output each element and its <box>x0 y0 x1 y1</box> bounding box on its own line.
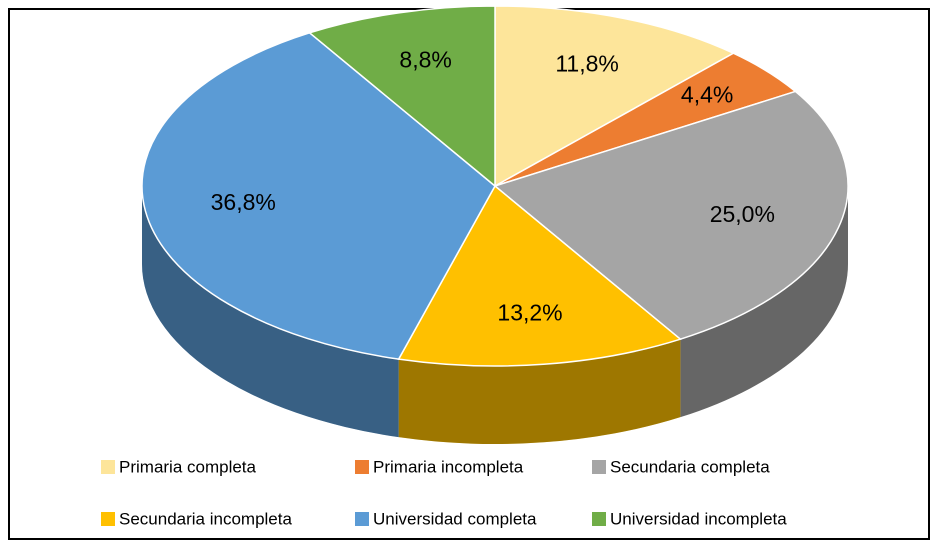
legend-label: Universidad incompleta <box>610 509 787 528</box>
slice <box>308 5 496 188</box>
legend-swatch <box>592 460 606 474</box>
slice-side <box>398 339 681 445</box>
legend-label: Secundaria completa <box>610 457 770 476</box>
slice <box>141 31 496 360</box>
pie-sides <box>142 186 848 445</box>
data-label: 25,0% <box>710 201 775 227</box>
legend-label: Universidad completa <box>373 509 537 528</box>
legend-swatch <box>101 512 115 526</box>
legend-label: Primaria incompleta <box>373 457 524 476</box>
slice <box>494 5 736 188</box>
legend-label: Secundaria incompleta <box>119 509 292 528</box>
slice <box>493 90 849 341</box>
slice-side <box>142 186 399 438</box>
slice-side <box>680 186 848 418</box>
data-label: 8,8% <box>399 46 451 72</box>
legend-swatch <box>355 512 369 526</box>
data-label: 11,8% <box>555 50 619 76</box>
side-shade <box>680 186 848 418</box>
legend-swatch <box>355 460 369 474</box>
pie-tops <box>141 5 849 367</box>
data-label: 36,8% <box>211 189 276 215</box>
legend: Primaria completa Primaria incompleta Secu… <box>101 457 787 528</box>
side-shade <box>398 339 681 445</box>
legend-swatch <box>101 460 115 474</box>
data-label: 13,2% <box>497 299 562 325</box>
legend-swatch <box>592 512 606 526</box>
data-labels: 11,8% 4,4% 25,0% 13,2% 36,8% 8,8% <box>211 46 775 325</box>
legend-label: Primaria completa <box>119 457 257 476</box>
slice <box>397 184 682 367</box>
data-label: 4,4% <box>681 82 733 108</box>
side-shade <box>142 186 399 438</box>
